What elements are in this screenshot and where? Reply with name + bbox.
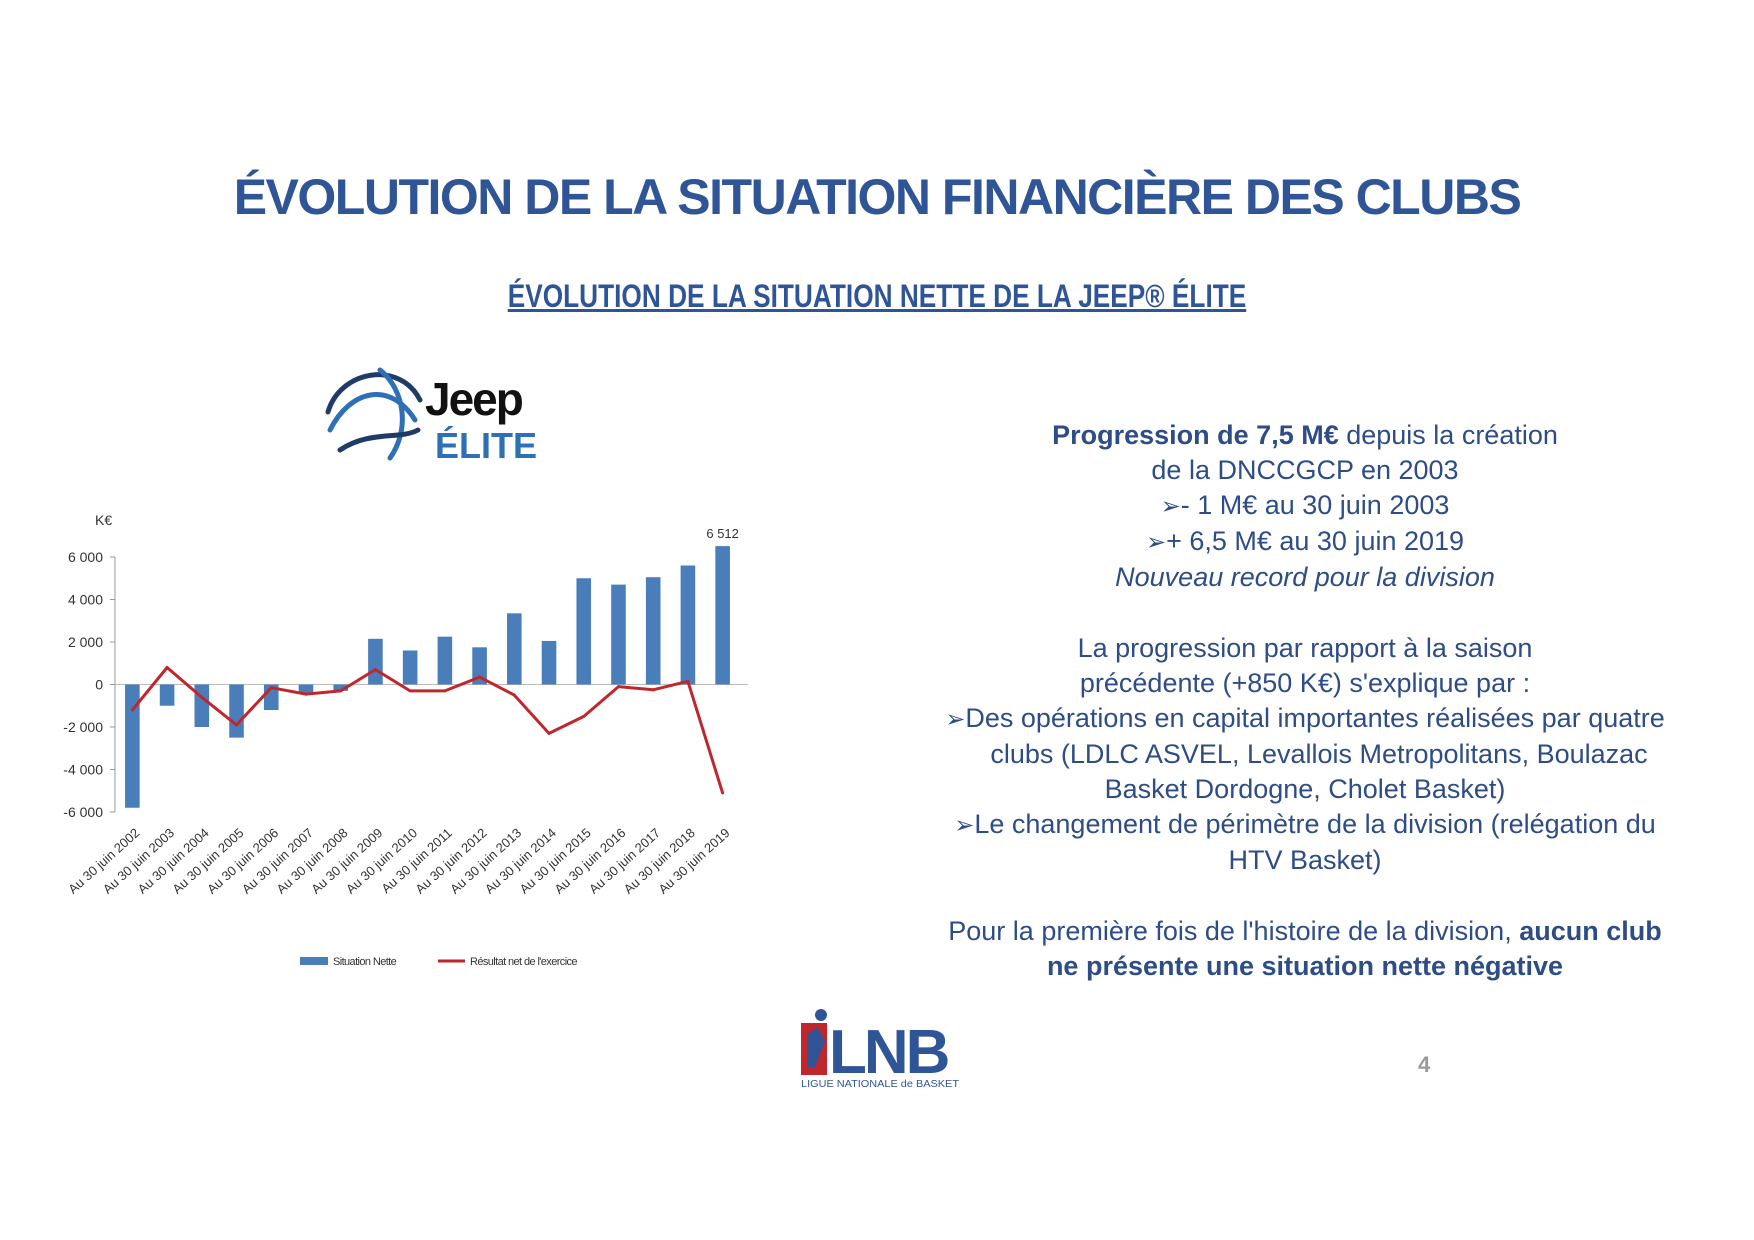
jeep-logo-word: Jeep	[425, 373, 523, 425]
y-tick-label: 6 000	[68, 549, 103, 565]
bullet-capital: ➢Des opérations en capital importantes r…	[895, 701, 1715, 737]
point-resultat-net	[269, 686, 273, 690]
bar-situation-nette	[194, 684, 210, 727]
lnb-logo-tagline: LIGUE NATIONALE de BASKET	[801, 1079, 959, 1090]
y-tick-label: 0	[95, 677, 103, 693]
bullet-capital-line-2: clubs (LDLC ASVEL, Levallois Metropolita…	[990, 739, 1648, 769]
lnb-logo-text: LNB	[829, 1018, 948, 1087]
bar-situation-nette	[298, 684, 314, 693]
bar-situation-nette	[125, 684, 140, 808]
bullet-perimetre-line-2: HTV Basket)	[1228, 845, 1382, 875]
bar-situation-nette	[368, 638, 383, 685]
y-tick-label: -4 000	[63, 762, 103, 778]
basketball-icon	[325, 367, 423, 461]
point-resultat-net	[443, 689, 447, 693]
conclusion-line-2: ne présente une situation nette négative	[895, 949, 1715, 984]
point-resultat-net	[235, 723, 239, 727]
bar-situation-nette	[680, 565, 696, 685]
bullet-capital-text: Des opérations en capital importantes ré…	[965, 703, 1665, 733]
y-axis-unit-label: K€	[95, 512, 112, 528]
legend-label-resultat-net: Résultat net de l'exercice	[470, 956, 577, 968]
y-tick-label: -6 000	[63, 804, 103, 820]
point-resultat-net	[165, 666, 169, 669]
bullet-2019: ➢+ 6,5 M€ au 30 juin 2019	[895, 524, 1715, 560]
bar-situation-nette	[437, 636, 453, 685]
y-tick-label: 2 000	[68, 634, 103, 650]
point-resultat-net	[130, 708, 134, 712]
point-resultat-net	[200, 695, 204, 699]
conclusion-bold-1: aucun club	[1519, 916, 1662, 946]
bar-situation-nette	[159, 684, 175, 706]
lnb-logo: LNB LIGUE NATIONALE de BASKET	[801, 1009, 959, 1090]
bullet-capital-line-3: Basket Dordogne, Cholet Basket)	[1104, 774, 1506, 804]
bar-situation-nette	[229, 684, 244, 738]
y-tick-label: 4 000	[68, 592, 103, 608]
bar-situation-nette	[472, 647, 487, 685]
legend-label-situation-nette: Situation Nette	[333, 956, 397, 968]
arrow-bullet-icon: ➢	[945, 706, 966, 733]
point-resultat-net	[304, 692, 308, 696]
chart-subtitle: ÉVOLUTION DE LA SITUATION NETTE DE LA JE…	[507, 278, 1247, 314]
progression-bold: Progression de 7,5 M€	[1052, 420, 1339, 450]
legend-swatch-situation-nette	[300, 957, 328, 965]
arrow-bullet-icon: ➢	[1145, 529, 1167, 556]
point-resultat-net	[373, 668, 377, 672]
point-resultat-net	[408, 689, 412, 693]
conclusion-regular: Pour la première fois de l'histoire de l…	[948, 916, 1520, 946]
basketball-player-icon	[801, 1009, 827, 1075]
conclusion-bold-2: ne présente une situation nette négative	[1046, 951, 1564, 981]
bullet-perimetre-text: Le changement de périmètre de la divisio…	[974, 809, 1656, 839]
jeep-elite-logo: Jeep ÉLITE	[325, 367, 537, 466]
point-resultat-net	[339, 689, 343, 693]
page-number: 4	[1418, 1052, 1431, 1077]
bar-situation-nette	[715, 546, 730, 685]
elite-logo-word: ÉLITE	[435, 425, 537, 466]
progression-rest: depuis la création	[1338, 420, 1558, 450]
point-resultat-net	[616, 685, 620, 689]
bullet-2003-text: - 1 M€ au 30 juin 2003	[1180, 490, 1450, 520]
saison-line-1: La progression par rapport à la saison	[1077, 633, 1533, 663]
arrow-bullet-icon: ➢	[1160, 493, 1181, 520]
bullet-2019-text: + 6,5 M€ au 30 juin 2019	[1166, 526, 1465, 556]
point-resultat-net	[478, 675, 482, 679]
point-resultat-net	[582, 714, 586, 718]
bar-situation-nette	[333, 684, 348, 691]
commentary-text: Progression de 7,5 M€ depuis la création…	[895, 418, 1715, 984]
arrow-bullet-icon: ➢	[954, 812, 975, 839]
page-title: ÉVOLUTION DE LA SITUATION FINANCIÈRE DES…	[233, 169, 1522, 225]
data-label-2019: 6 512	[706, 526, 739, 541]
chart-legend: Situation Nette Résultat net de l'exerci…	[300, 956, 578, 968]
bullet-2003: ➢- 1 M€ au 30 juin 2003	[895, 488, 1715, 524]
point-resultat-net	[651, 688, 655, 692]
y-tick-label: -2 000	[63, 719, 103, 735]
conclusion-line-1: Pour la première fois de l'histoire de l…	[895, 914, 1715, 949]
record-text: Nouveau record pour la division	[1115, 562, 1495, 592]
progression-line: Progression de 7,5 M€ depuis la création	[895, 418, 1715, 453]
point-resultat-net	[512, 693, 516, 697]
dnccgcp-line: de la DNCCGCP en 2003	[1151, 455, 1459, 485]
bar-situation-nette	[576, 578, 592, 685]
bar-situation-nette	[645, 577, 661, 685]
point-resultat-net	[721, 791, 725, 795]
point-resultat-net	[547, 731, 551, 735]
point-resultat-net	[686, 679, 690, 683]
bar-situation-nette	[611, 584, 626, 685]
saison-line-2: précédente (+850 K€) s'explique par :	[1079, 668, 1531, 698]
bar-situation-nette	[541, 640, 557, 685]
bar-situation-nette	[402, 650, 418, 685]
line-resultat-net	[131, 666, 725, 794]
record-line: Nouveau record pour la division	[895, 560, 1715, 595]
bullet-perimetre: ➢Le changement de périmètre de la divisi…	[895, 807, 1715, 843]
bar-situation-nette	[507, 613, 522, 685]
